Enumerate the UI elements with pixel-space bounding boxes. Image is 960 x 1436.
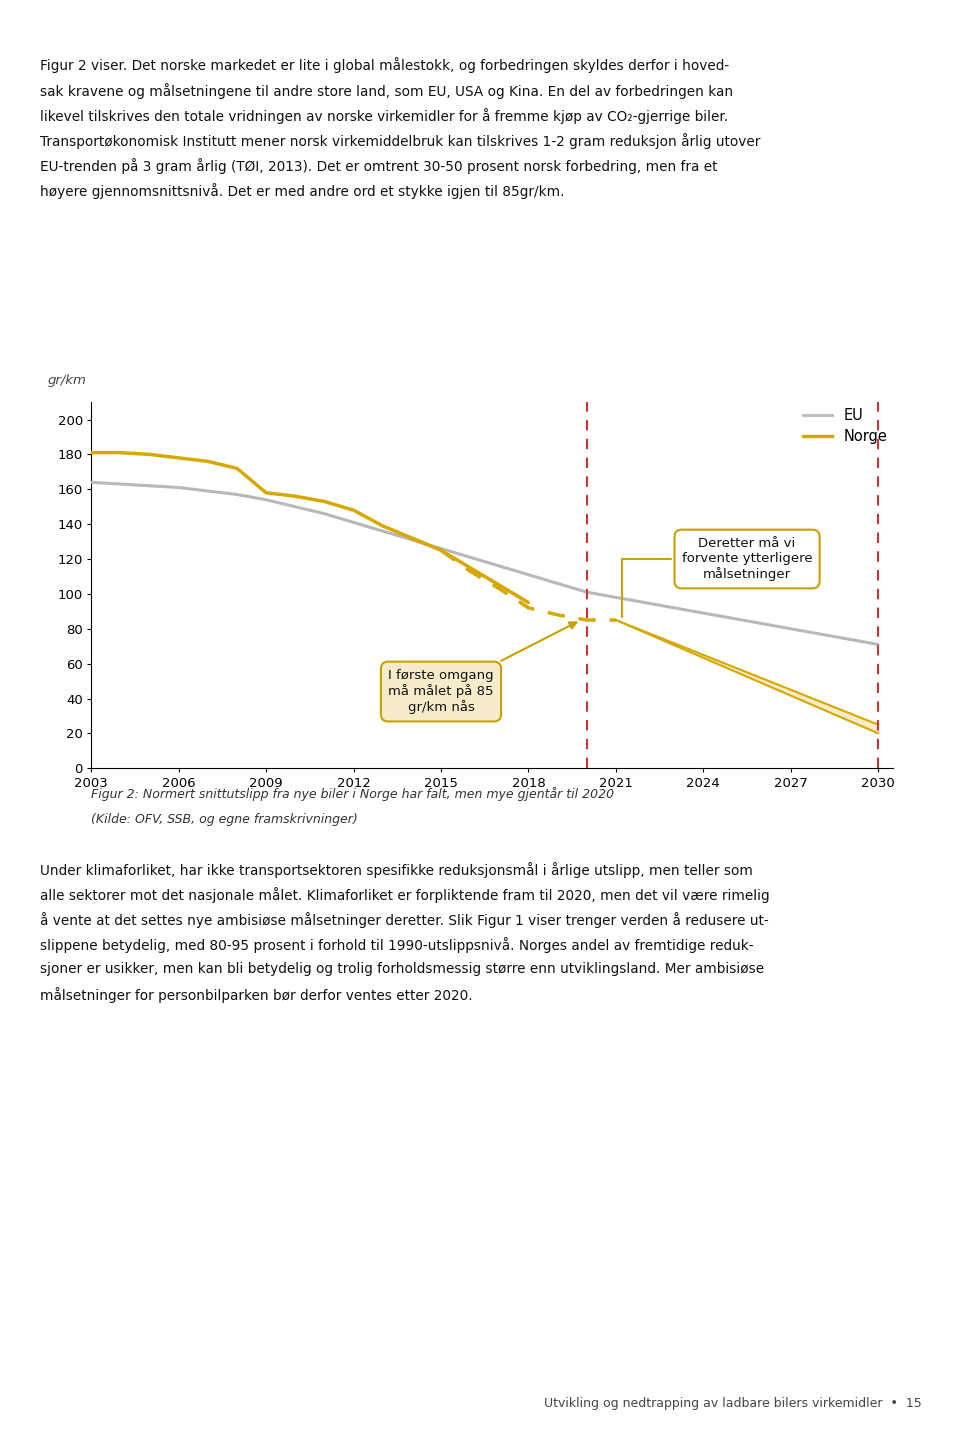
Text: Figur 2 viser. Det norske markedet er lite i global målestokk, og forbedringen s: Figur 2 viser. Det norske markedet er li… (40, 57, 730, 73)
Text: slippene betydelig, med 80-95 prosent i forhold til 1990-utslippsnivå. Norges an: slippene betydelig, med 80-95 prosent i … (40, 936, 754, 954)
Text: målsetninger for personbilparken bør derfor ventes etter 2020.: målsetninger for personbilparken bør der… (40, 988, 473, 1004)
Text: Transportøkonomisk Institutt mener norsk virkemiddelbruk kan tilskrives 1-2 gram: Transportøkonomisk Institutt mener norsk… (40, 132, 760, 149)
Legend: EU, Norge: EU, Norge (797, 402, 894, 449)
Text: EU-trenden på 3 gram årlig (TØI, 2013). Det er omtrent 30-50 prosent norsk forbe: EU-trenden på 3 gram årlig (TØI, 2013). … (40, 158, 718, 174)
Text: gr/km: gr/km (47, 375, 86, 388)
Text: Under klimaforliket, har ikke transportsektoren spesifikke reduksjonsmål i årlig: Under klimaforliket, har ikke transports… (40, 862, 754, 877)
Polygon shape (616, 620, 878, 734)
Text: sak kravene og målsetningene til andre store land, som EU, USA og Kina. En del a: sak kravene og målsetningene til andre s… (40, 82, 733, 99)
Text: høyere gjennomsnittsnivå. Det er med andre ord et stykke igjen til 85gr/km.: høyere gjennomsnittsnivå. Det er med and… (40, 184, 564, 200)
Text: Deretter må vi
forvente ytterligere
målsetninger: Deretter må vi forvente ytterligere måls… (622, 537, 812, 617)
Text: I første omgang
må målet på 85
gr/km nås: I første omgang må målet på 85 gr/km nås (388, 622, 576, 714)
Text: Figur 2: Normert snittutslipp fra nye biler i Norge har falt, men mye gjentår ti: Figur 2: Normert snittutslipp fra nye bi… (91, 787, 614, 801)
Text: sjoner er usikker, men kan bli betydelig og trolig forholdsmessig større enn utv: sjoner er usikker, men kan bli betydelig… (40, 962, 764, 976)
Text: (Kilde: OFV, SSB, og egne framskrivninger): (Kilde: OFV, SSB, og egne framskrivninge… (91, 813, 358, 826)
Text: likevel tilskrives den totale vridningen av norske virkemidler for å fremme kjøp: likevel tilskrives den totale vridningen… (40, 108, 729, 123)
Text: å vente at det settes nye ambisiøse målsetninger deretter. Slik Figur 1 viser tr: å vente at det settes nye ambisiøse måls… (40, 912, 769, 928)
Text: alle sektorer mot det nasjonale målet. Klimaforliket er forpliktende fram til 20: alle sektorer mot det nasjonale målet. K… (40, 886, 770, 903)
Text: Utvikling og nedtrapping av ladbare bilers virkemidler  •  15: Utvikling og nedtrapping av ladbare bile… (544, 1397, 922, 1410)
